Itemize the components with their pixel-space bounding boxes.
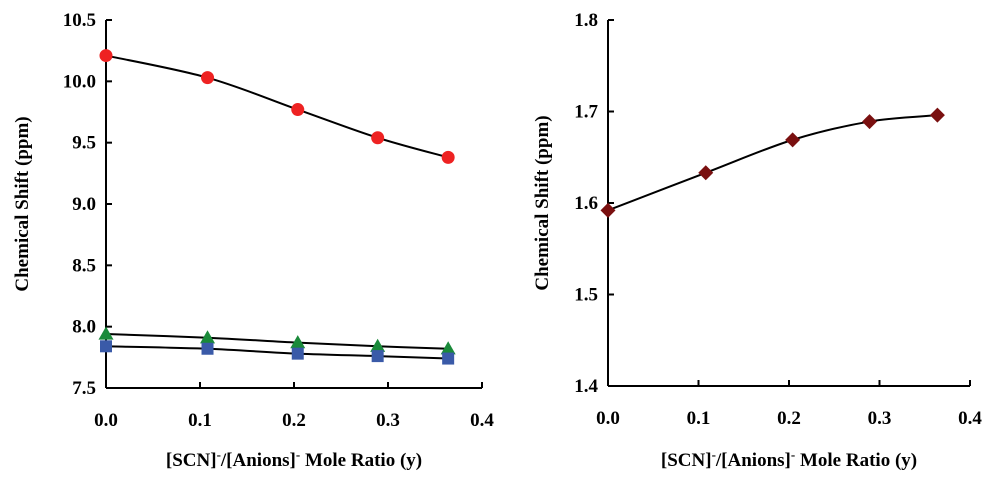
x-tick-label: 0.0 — [94, 410, 118, 431]
data-point — [442, 352, 455, 365]
chart-panel-2: 1.4 1.5 1.6 1.7 1.8 0.0 0.1 0.2 0.3 0.4 [SCN]-/[An… — [532, 10, 982, 471]
data-point — [600, 202, 616, 218]
data-point — [862, 114, 878, 130]
data-point — [441, 150, 455, 164]
x-tick-label: 0.0 — [596, 408, 620, 429]
y-tick-label: 9.5 — [72, 133, 96, 154]
y-axis-title: Chemical Shift (ppm) — [532, 115, 553, 290]
y-tick-label: 7.5 — [72, 378, 96, 399]
data-point — [201, 71, 215, 85]
x-tick-label: 0.2 — [282, 410, 306, 431]
x-axis-title: [SCN]-/[Anions]- Mole Ratio (y) — [166, 447, 422, 472]
x-tick-label: 0.3 — [376, 410, 400, 431]
series-line — [105, 333, 449, 350]
series-3 — [100, 340, 455, 365]
y-tick-label: 1.4 — [574, 376, 598, 397]
x-tick-label: 0.1 — [188, 410, 212, 431]
data-point — [785, 132, 801, 148]
y-tick-label: 1.6 — [574, 193, 598, 214]
y-axis-title: Chemical Shift (ppm) — [12, 116, 33, 291]
data-point — [99, 49, 113, 63]
data-point — [929, 107, 945, 123]
data-point — [371, 131, 385, 145]
data-point — [371, 350, 384, 363]
series-1 — [99, 49, 455, 164]
x-tick-label: 0.1 — [687, 408, 711, 429]
data-point — [291, 103, 305, 117]
series-line — [105, 54, 449, 159]
y-tick-label: 1.7 — [574, 102, 598, 123]
y-tick-label: 8.0 — [72, 317, 96, 338]
data-point — [200, 330, 216, 344]
data-point — [98, 326, 114, 340]
data-point — [201, 342, 214, 355]
data-point — [440, 341, 456, 355]
y-tick-label: 10.5 — [63, 10, 96, 31]
y-tick-label: 1.8 — [574, 10, 598, 31]
series-line — [607, 114, 938, 212]
chart-panel-1: 7.5 8.0 8.5 9.0 9.5 10.0 10.5 0.0 0.1 0.2 0.3 0.4 [S… — [12, 10, 494, 471]
x-axis-title: [SCN]-/[Anions]- Mole Ratio (y) — [661, 447, 917, 472]
y-tick-label: 10.0 — [63, 71, 96, 92]
y-tick-label: 8.5 — [72, 255, 96, 276]
data-point — [290, 335, 306, 349]
y-tick-label: 1.5 — [574, 285, 598, 306]
x-tick-label: 0.4 — [958, 408, 982, 429]
data-point — [291, 347, 304, 360]
series-line — [105, 345, 449, 360]
series-2 — [98, 326, 456, 355]
y-tick-label: 9.0 — [72, 194, 96, 215]
data-point — [698, 165, 714, 181]
data-point — [370, 338, 386, 352]
data-point — [100, 340, 112, 353]
series-1 — [600, 107, 945, 218]
x-tick-label: 0.2 — [777, 408, 801, 429]
x-tick-label: 0.4 — [470, 410, 494, 431]
x-tick-label: 0.3 — [868, 408, 892, 429]
